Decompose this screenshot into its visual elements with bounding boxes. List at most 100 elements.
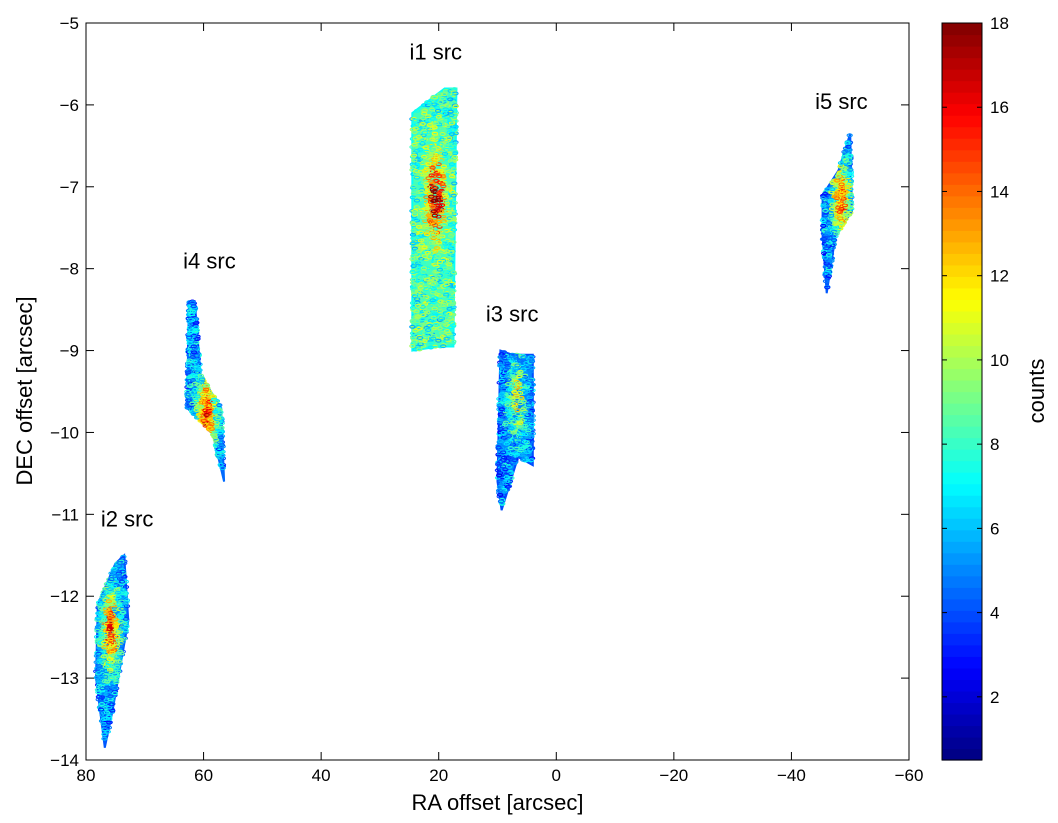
count-mark <box>443 147 450 152</box>
count-mark <box>528 357 535 362</box>
count-mark <box>192 364 199 369</box>
count-mark <box>496 488 503 493</box>
count-mark <box>217 444 224 449</box>
count-mark <box>113 680 120 685</box>
count-mark <box>820 196 827 200</box>
count-mark <box>430 286 438 291</box>
count-mark <box>502 467 509 472</box>
count-mark <box>431 125 438 130</box>
count-mark <box>826 263 833 268</box>
y-tick-label: −13 <box>50 669 79 688</box>
count-mark <box>186 303 194 308</box>
colorbar-segment <box>942 115 982 128</box>
count-mark <box>197 373 205 378</box>
count-mark <box>108 659 116 664</box>
count-mark <box>103 710 111 715</box>
count-mark <box>501 422 509 427</box>
count-mark <box>219 466 226 471</box>
count-mark <box>829 206 836 211</box>
count-mark <box>187 384 194 389</box>
count-mark <box>419 121 426 126</box>
count-mark <box>825 206 833 211</box>
count-mark <box>499 464 507 469</box>
colorbar-segment <box>942 656 982 669</box>
count-mark <box>94 675 101 680</box>
count-mark <box>449 300 456 305</box>
count-mark <box>112 659 120 664</box>
count-mark <box>413 205 420 210</box>
count-mark <box>443 271 451 276</box>
count-mark <box>198 377 206 382</box>
count-mark <box>520 399 527 404</box>
colorbar-segment <box>942 184 982 197</box>
count-mark <box>439 132 446 136</box>
count-mark <box>436 326 443 331</box>
count-mark <box>421 245 428 250</box>
count-mark <box>824 224 831 229</box>
count-mark <box>431 160 439 165</box>
count-mark <box>427 345 434 350</box>
count-mark <box>423 295 430 300</box>
count-mark <box>420 116 427 121</box>
x-tick-label: −20 <box>659 766 688 785</box>
count-mark <box>439 331 446 335</box>
count-mark <box>528 456 536 461</box>
count-mark <box>447 144 454 149</box>
count-mark <box>822 279 830 284</box>
count-mark <box>426 271 433 276</box>
colorbar-segment <box>942 80 982 93</box>
count-mark <box>194 337 201 341</box>
count-mark <box>827 213 835 218</box>
count-mark <box>107 602 114 607</box>
count-mark <box>820 237 828 241</box>
colorbar-segment <box>942 368 982 381</box>
y-tick-label: −12 <box>50 587 79 606</box>
colorbar-segment <box>942 23 982 36</box>
colorbar-segment <box>942 690 982 704</box>
count-mark <box>496 485 504 489</box>
count-mark <box>425 114 432 119</box>
count-mark <box>420 266 428 271</box>
count-mark <box>410 222 417 227</box>
colorbar-segment <box>942 495 982 508</box>
count-mark <box>97 707 105 712</box>
count-mark <box>825 252 833 257</box>
colorbar-tick-label: 14 <box>990 182 1009 201</box>
count-mark <box>847 205 854 210</box>
count-mark <box>192 323 199 328</box>
count-mark <box>417 230 424 235</box>
count-mark <box>508 417 515 421</box>
count-mark <box>516 381 523 386</box>
count-mark <box>419 297 427 302</box>
count-mark <box>838 182 845 187</box>
count-mark <box>428 240 436 245</box>
count-mark <box>495 445 502 450</box>
count-mark <box>452 104 459 109</box>
count-mark <box>431 102 438 107</box>
count-mark <box>440 119 447 124</box>
count-mark <box>828 258 835 263</box>
count-mark <box>98 700 105 705</box>
count-mark <box>95 683 103 688</box>
count-mark <box>184 398 192 403</box>
y-tick-label: −6 <box>60 96 79 115</box>
count-mark <box>119 606 126 611</box>
count-mark <box>428 173 435 178</box>
count-mark <box>440 303 447 308</box>
count-mark <box>835 205 842 210</box>
count-mark <box>431 131 439 136</box>
count-mark <box>438 111 445 116</box>
count-mark <box>847 172 854 176</box>
count-mark <box>409 318 416 323</box>
count-mark <box>114 634 121 639</box>
y-axis-label: DEC offset [arcsec] <box>12 296 37 485</box>
count-mark <box>841 166 848 170</box>
colorbar-segment <box>942 218 982 231</box>
colorbar-frame <box>941 22 983 761</box>
count-mark <box>844 212 851 217</box>
y-tick-label: −7 <box>60 178 79 197</box>
count-mark <box>437 100 444 105</box>
x-tick-label: −60 <box>895 766 924 785</box>
count-mark <box>409 305 417 310</box>
count-mark <box>430 336 437 341</box>
